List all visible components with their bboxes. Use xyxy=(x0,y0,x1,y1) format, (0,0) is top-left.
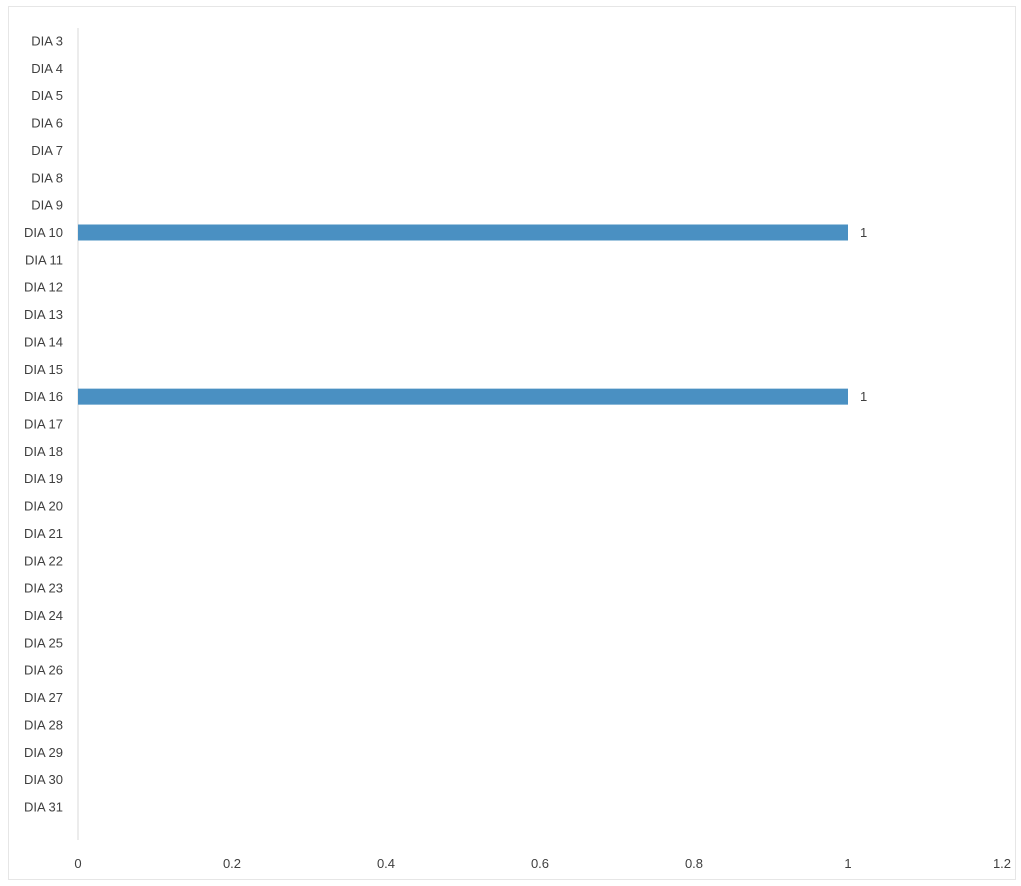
category-label: DIA 21 xyxy=(24,526,63,541)
category-label: DIA 18 xyxy=(24,444,63,459)
category-label: DIA 24 xyxy=(24,608,63,623)
category-label: DIA 15 xyxy=(24,362,63,377)
category-label: DIA 28 xyxy=(24,717,63,732)
category-label: DIA 16 xyxy=(24,389,63,404)
bar xyxy=(78,388,848,405)
category-label: DIA 22 xyxy=(24,553,63,568)
category-label: DIA 29 xyxy=(24,745,63,760)
x-tick-label: 1.2 xyxy=(993,856,1011,871)
bar xyxy=(78,224,848,241)
category-label: DIA 4 xyxy=(31,61,63,76)
category-label: DIA 30 xyxy=(24,772,63,787)
x-tick-label: 0 xyxy=(74,856,81,871)
category-label: DIA 27 xyxy=(24,690,63,705)
category-label: DIA 13 xyxy=(24,307,63,322)
category-label: DIA 20 xyxy=(24,499,63,514)
category-label: DIA 26 xyxy=(24,663,63,678)
category-label: DIA 10 xyxy=(24,225,63,240)
x-tick-label: 0.2 xyxy=(223,856,241,871)
category-label: DIA 5 xyxy=(31,88,63,103)
category-label: DIA 7 xyxy=(31,143,63,158)
category-label: DIA 3 xyxy=(31,34,63,49)
category-label: DIA 25 xyxy=(24,635,63,650)
category-label: DIA 14 xyxy=(24,334,63,349)
x-tick-label: 0.4 xyxy=(377,856,395,871)
category-label: DIA 31 xyxy=(24,800,63,815)
category-label: DIA 8 xyxy=(31,170,63,185)
category-label: DIA 9 xyxy=(31,198,63,213)
category-label: DIA 23 xyxy=(24,581,63,596)
chart-frame xyxy=(8,6,1016,880)
x-tick-label: 0.6 xyxy=(531,856,549,871)
data-label: 1 xyxy=(860,225,867,240)
category-label: DIA 6 xyxy=(31,116,63,131)
category-label: DIA 12 xyxy=(24,280,63,295)
category-label: DIA 19 xyxy=(24,471,63,486)
x-tick-label: 1 xyxy=(844,856,851,871)
category-label: DIA 17 xyxy=(24,417,63,432)
data-label: 1 xyxy=(860,389,867,404)
category-label: DIA 11 xyxy=(25,252,63,267)
x-tick-label: 0.8 xyxy=(685,856,703,871)
